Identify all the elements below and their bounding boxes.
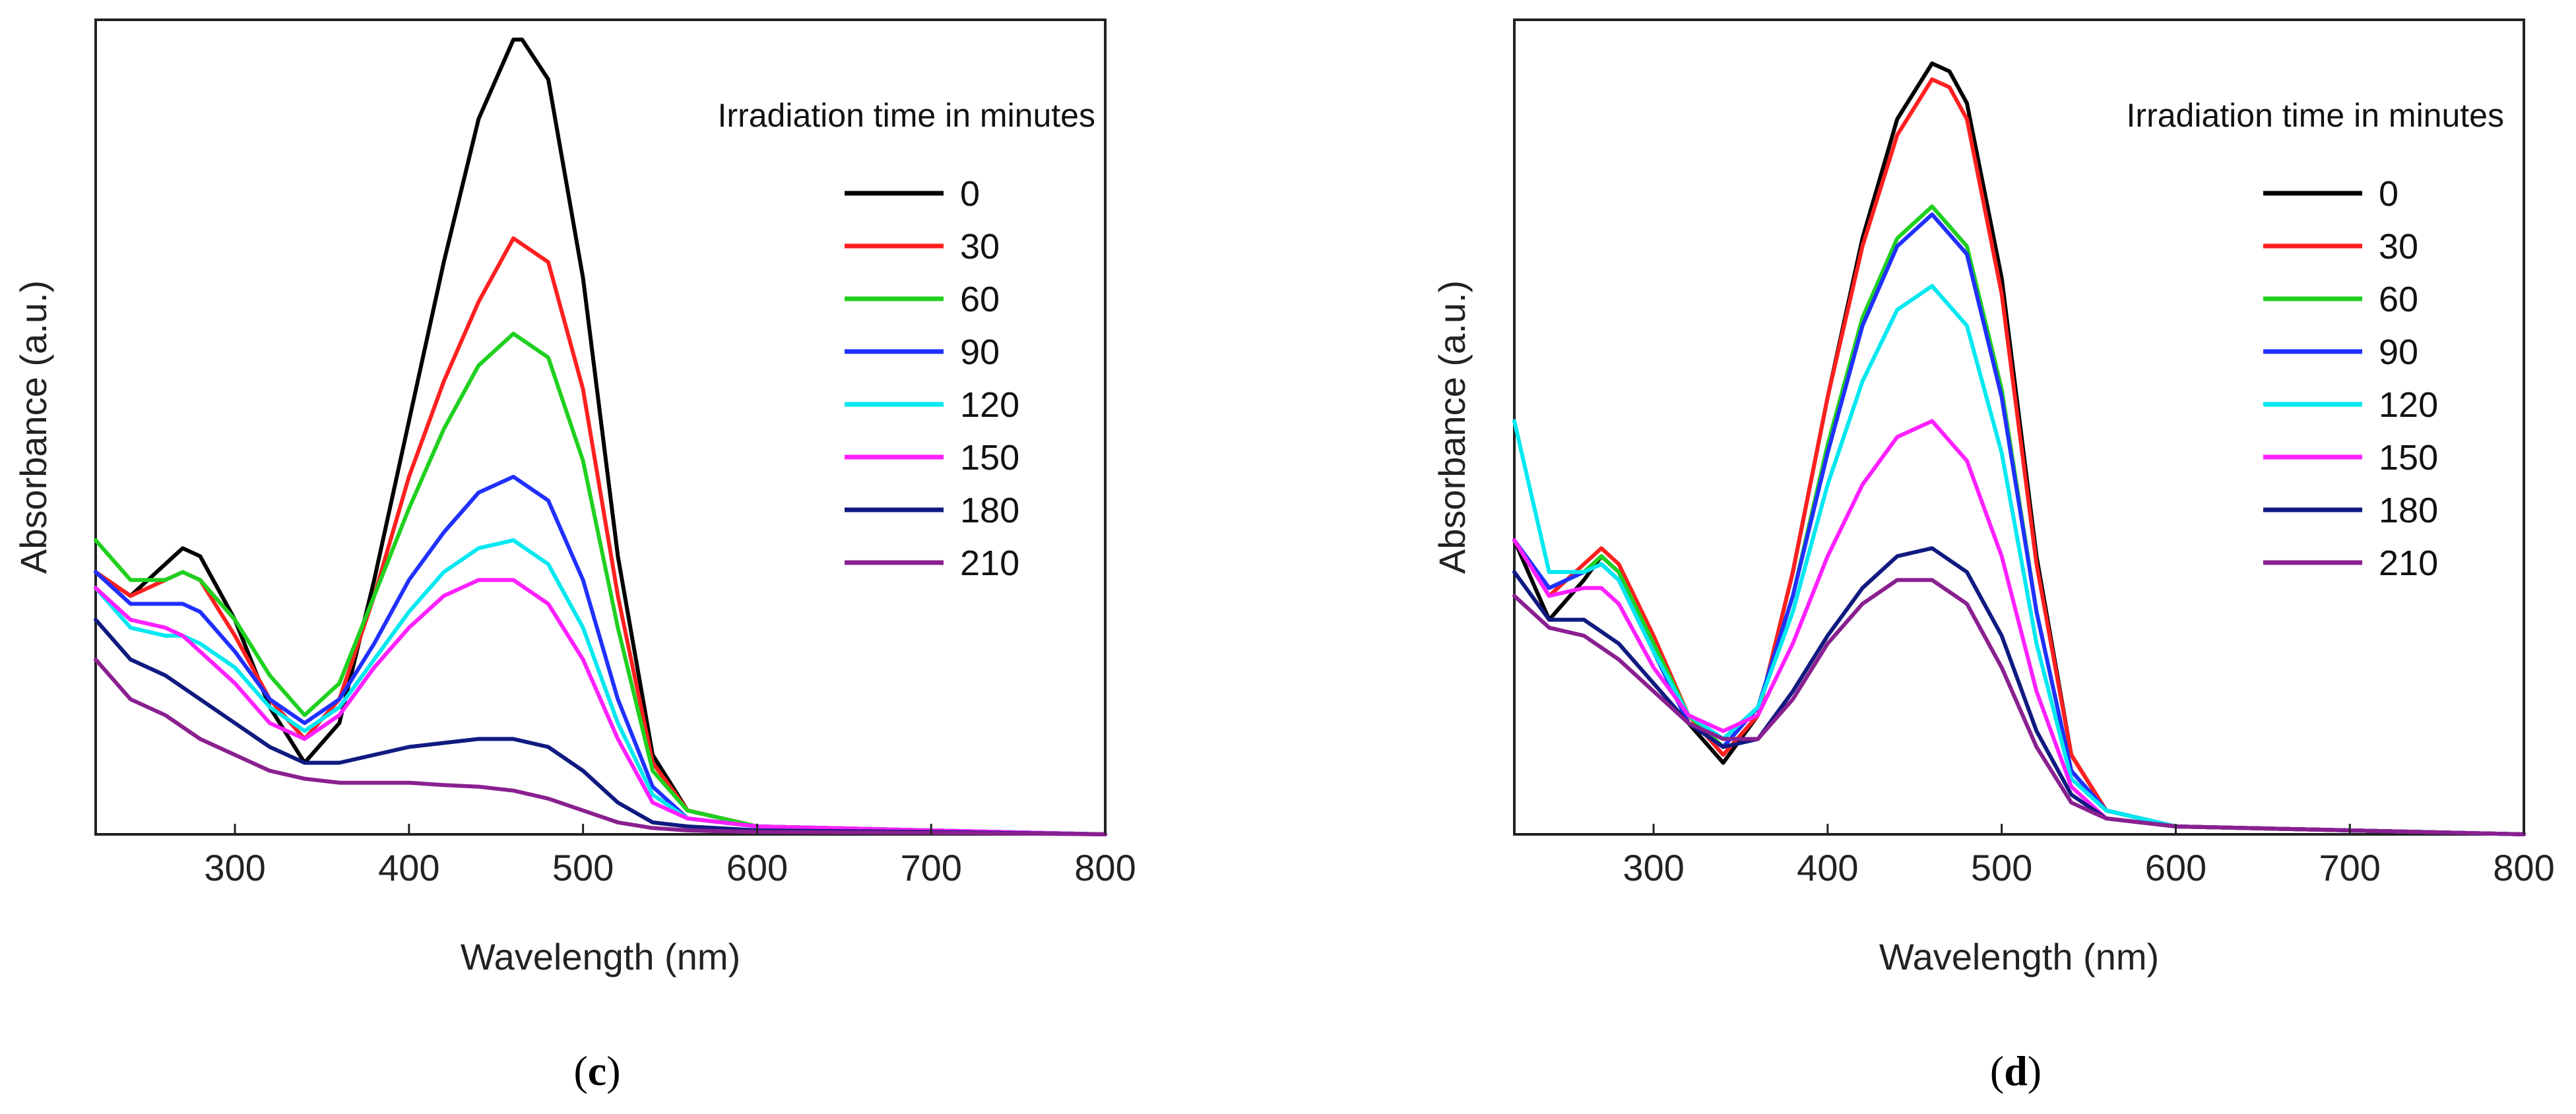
legend-label-0: 0 — [960, 174, 980, 214]
legend: Irradiation time in minutes 0 30 60 90 120 150… — [2127, 97, 2504, 583]
legend-label-180: 180 — [960, 491, 1019, 530]
legend-title: Irradiation time in minutes — [2127, 97, 2504, 134]
series-line-180 — [1512, 546, 2526, 836]
series-line-120 — [1512, 284, 2526, 836]
legend-label-30: 30 — [960, 227, 1000, 266]
legend-title: Irradiation time in minutes — [718, 97, 1095, 134]
series-line-0 — [1512, 61, 2526, 836]
x-tick-label: 800 — [1074, 847, 1136, 888]
series-line-30 — [1512, 77, 2526, 836]
legend-label-210: 210 — [2379, 543, 2438, 583]
series-line-150 — [94, 578, 1107, 836]
x-tick-label: 400 — [378, 847, 439, 888]
panel-label: (d) — [1990, 1047, 2042, 1094]
x-axis-label: Wavelength (nm) — [1879, 936, 2159, 977]
legend-label-60: 60 — [960, 280, 1000, 319]
legend: Irradiation time in minutes 0 30 60 90 120 150… — [718, 97, 1095, 583]
y-axis-label: Absorbance (a.u.) — [1431, 280, 1473, 574]
x-tick-label: 600 — [726, 847, 788, 888]
legend-label-90: 90 — [2379, 332, 2418, 372]
panel-label: (c) — [573, 1047, 620, 1094]
legend-label-0: 0 — [2379, 174, 2399, 214]
series-line-210 — [1512, 578, 2526, 836]
legend-label-60: 60 — [2379, 280, 2418, 319]
x-tick-label: 300 — [204, 847, 265, 888]
x-tick-label: 600 — [2145, 847, 2206, 888]
legend-label-150: 150 — [2379, 438, 2438, 478]
x-tick-label: 500 — [1971, 847, 2032, 888]
series-line-150 — [1512, 419, 2526, 836]
x-tick-label: 700 — [900, 847, 961, 888]
series-line-90 — [94, 474, 1107, 836]
series-line-120 — [94, 538, 1107, 836]
series-line-60 — [94, 331, 1107, 836]
plot-frame — [94, 18, 1107, 836]
legend-label-210: 210 — [960, 543, 1019, 583]
legend-label-90: 90 — [960, 332, 1000, 372]
x-tick-label: 400 — [1797, 847, 1858, 888]
x-tick-label: 500 — [552, 847, 614, 888]
legend-label-120: 120 — [960, 385, 1019, 425]
y-axis-label: Absorbance (a.u.) — [13, 280, 54, 574]
x-tick-label: 700 — [2319, 847, 2380, 888]
legend-label-180: 180 — [2379, 491, 2438, 530]
x-axis-label: Wavelength (nm) — [461, 936, 740, 977]
series-line-180 — [94, 617, 1107, 836]
x-tick-label: 300 — [1623, 847, 1684, 888]
series-line-0 — [94, 38, 1107, 836]
series-line-60 — [1512, 204, 2526, 836]
x-tick-label: 800 — [2493, 847, 2554, 888]
legend-label-150: 150 — [960, 438, 1019, 478]
series-line-90 — [1512, 212, 2526, 836]
series-line-210 — [94, 657, 1107, 836]
legend-label-30: 30 — [2379, 227, 2418, 266]
legend-label-120: 120 — [2379, 385, 2438, 425]
